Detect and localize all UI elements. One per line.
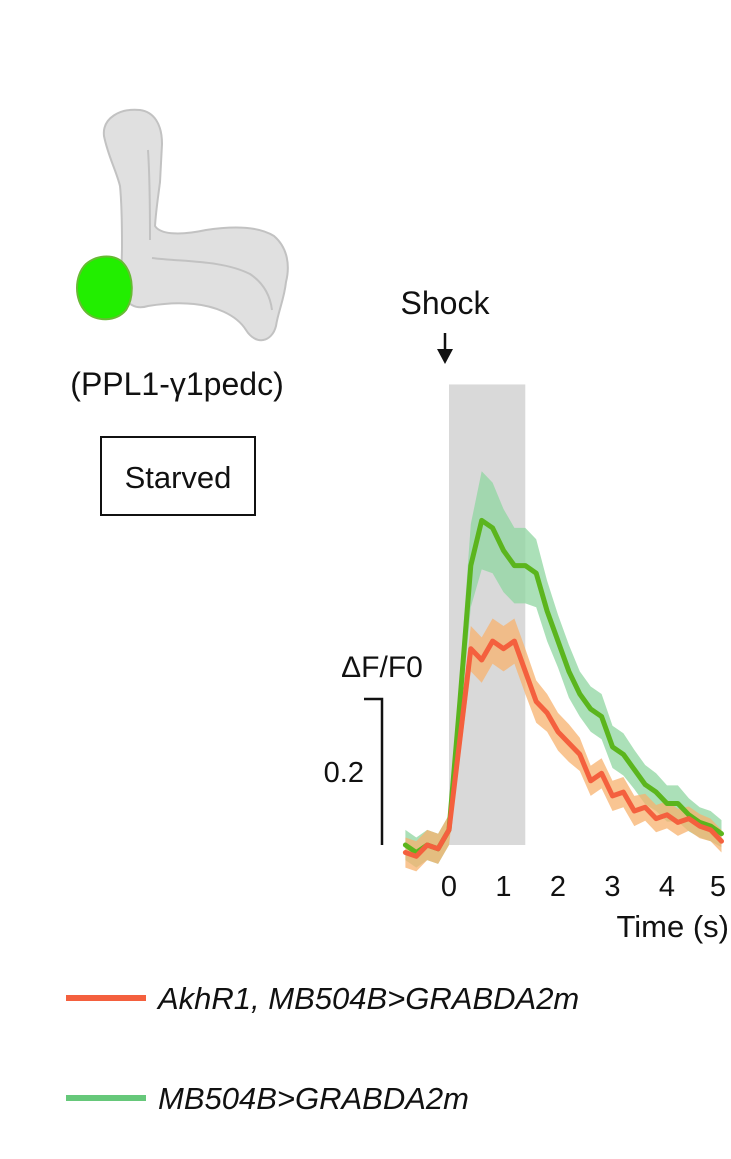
legend-entry-series-1: AkhR1, MB504B>GRABDA2m: [66, 981, 579, 1016]
series-line-2: [402, 517, 724, 855]
legend-label-series-1: AkhR1, MB504B>GRABDA2m: [156, 981, 579, 1016]
stimulus-arrow-icon: [437, 333, 453, 364]
mushroom-body-stalk-contour: [147, 149, 151, 241]
condition-box: [100, 436, 256, 516]
series-line-1: [402, 638, 724, 859]
x-tick-label-0: 0: [441, 871, 457, 903]
x-tick-label-4: 4: [659, 871, 675, 903]
response-chart: Shock ΔF/F0 0.2 0 1 2 3 4 5 Time (s): [324, 285, 729, 944]
x-tick-label-5: 5: [710, 871, 726, 903]
legend: AkhR1, MB504B>GRABDA2m MB504B>GRABDA2m: [66, 981, 579, 1116]
mushroom-body-lobes: [102, 108, 289, 341]
series-lines: [402, 517, 724, 859]
mushroom-body-inner-contour: [151, 257, 273, 311]
condition-label: Starved: [125, 460, 232, 495]
stimulus-label: Shock: [401, 285, 491, 321]
x-tick-label-3: 3: [604, 871, 620, 903]
x-axis-ticks: 0 1 2 3 4 5: [441, 871, 726, 903]
y-scale-bar: [364, 697, 384, 845]
ppl1-region-highlight: [76, 255, 133, 321]
y-axis-label: ΔF/F0: [341, 651, 423, 684]
error-band-series-2: [405, 471, 722, 868]
x-axis-label: Time (s): [617, 909, 730, 944]
legend-label-series-2: MB504B>GRABDA2m: [158, 1081, 469, 1116]
scale-bar-label: 0.2: [324, 757, 364, 789]
x-tick-label-2: 2: [550, 871, 566, 903]
legend-entry-series-2: MB504B>GRABDA2m: [66, 1081, 469, 1116]
mushroom-body-illustration: (PPL1-γ1pedc) Starved: [70, 108, 289, 516]
x-tick-label-1: 1: [495, 871, 511, 903]
region-label: (PPL1-γ1pedc): [70, 366, 283, 402]
stimulus-window: [449, 384, 526, 845]
